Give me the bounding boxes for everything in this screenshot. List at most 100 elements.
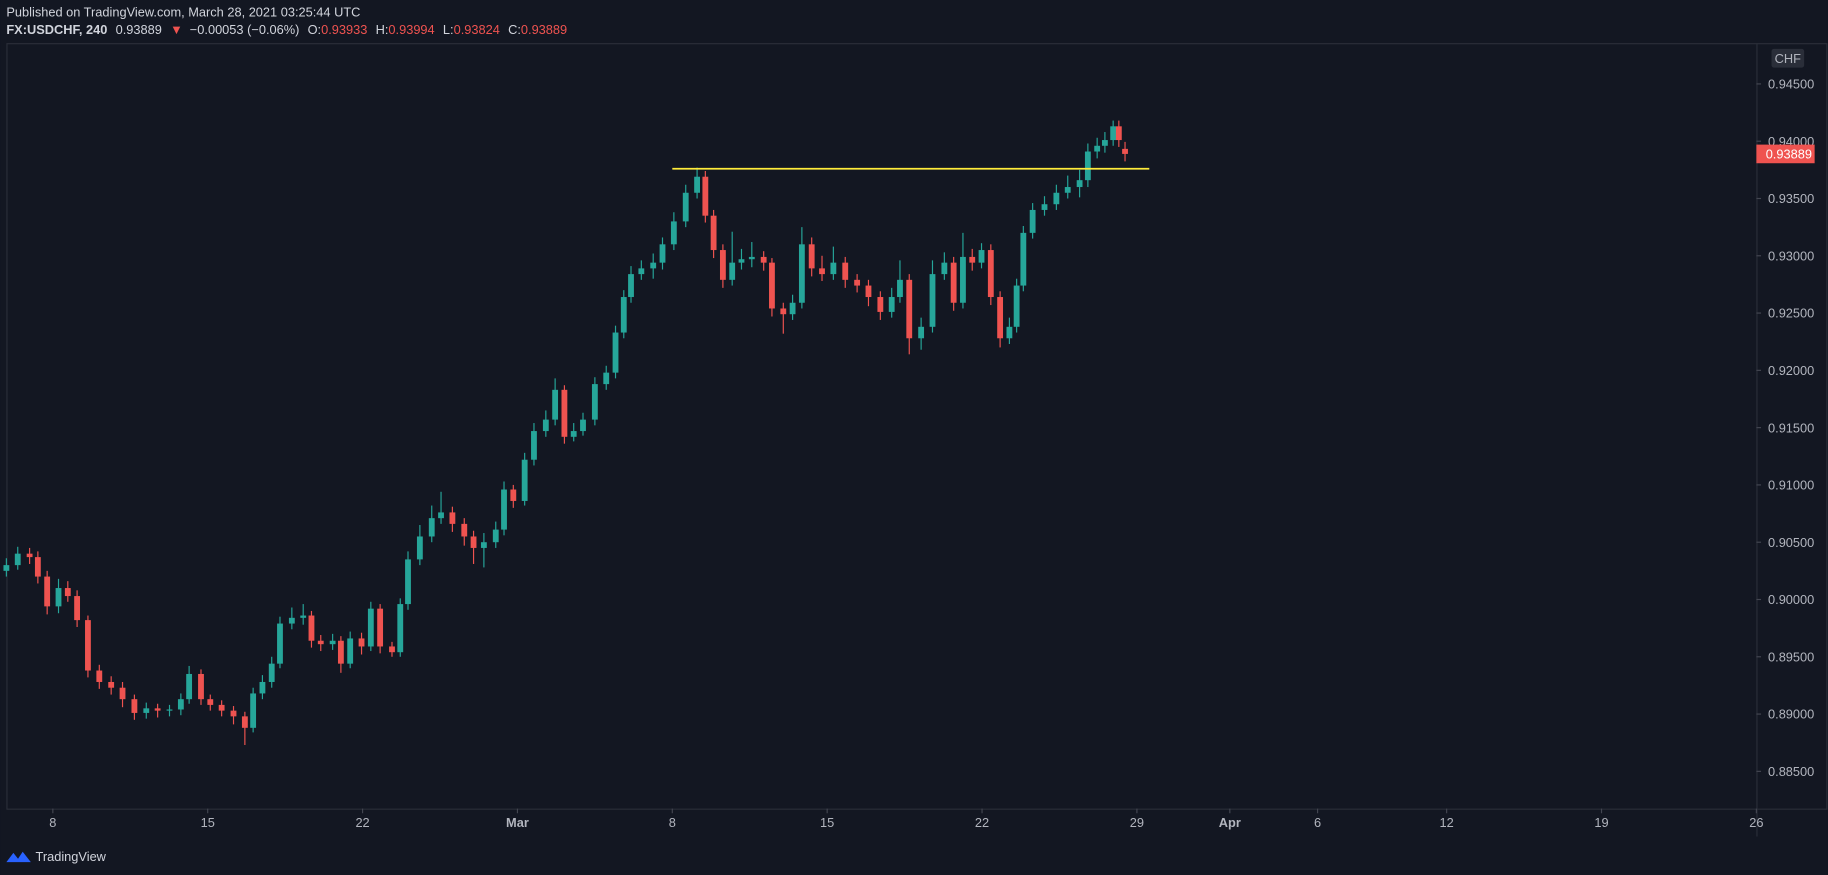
candle-body [1101,140,1108,146]
candle-body [729,262,736,280]
candle-body [44,576,51,607]
candle-body [638,268,645,275]
candle-body [670,221,677,245]
x-tick-label: 15 [820,815,834,830]
candle-body [64,588,71,597]
candle-body [561,389,568,437]
candle-body [377,608,384,647]
ohlc-value: 0.93889 [521,22,567,37]
x-tick-label: 15 [201,815,215,830]
candle-body [694,176,700,193]
change-arrow: ▼ [170,22,183,37]
brand-logo [6,851,31,863]
candle-body [620,297,627,333]
candle-body [1053,192,1060,205]
candle-body [628,274,634,298]
y-tick-label: 0.90500 [1768,535,1814,550]
brand: TradingView [36,849,107,864]
y-tick-label: 0.89500 [1768,649,1814,664]
candle-body [74,596,81,621]
candle-body [780,308,787,315]
candle-body [1006,326,1013,339]
candle-body [580,419,586,432]
candle-body [480,542,487,548]
candle-body [819,268,825,275]
candle-body [470,536,477,548]
candle-body [207,699,214,705]
candle-body [987,250,994,298]
candle-body [268,663,275,682]
candle-body [1084,151,1091,181]
y-tick-label: 0.93500 [1768,191,1814,206]
symbol: FX:USDCHF, 240 [6,22,107,37]
candle-body [405,559,411,605]
x-tick-label: 12 [1440,815,1454,830]
candle-body [143,708,150,713]
candle-body [877,297,884,312]
candle-body [531,431,537,460]
candle-body [397,604,404,653]
candle-body [177,699,184,710]
candle-body [241,716,248,728]
ohlc-value: 0.93994 [388,22,434,37]
candle-body [367,608,374,647]
candle-body [34,557,41,577]
candle-body [702,176,709,216]
candle-body [198,673,204,700]
candle-body [591,384,598,420]
candle-body [26,553,33,558]
candle-body [337,640,344,664]
candle-body [710,215,717,251]
candle-body [918,326,925,339]
candle-body [1029,209,1036,233]
candle-body [789,302,796,315]
candle-body [1076,180,1083,188]
candle-body [760,256,767,263]
candle-body [1041,204,1048,210]
candle-body [798,244,805,303]
y-tick-label: 0.92500 [1768,306,1814,321]
candle-body [521,459,528,501]
x-tick-label: 8 [49,815,56,830]
candle-body [960,256,966,303]
candle-body [218,704,225,711]
candle-body [259,681,266,694]
candle-body [85,620,91,671]
candle-body [897,279,903,298]
candle-body [55,588,62,607]
candle-body [438,512,444,519]
candle-body [1122,148,1128,154]
candle-body [769,262,775,309]
candle-body [842,262,849,280]
candle-body [288,617,295,624]
candle-body [978,250,985,263]
candle-body [300,615,307,618]
y-tick-label: 0.90000 [1768,592,1814,607]
last-price: 0.93889 [116,22,162,37]
x-tick-label: 22 [355,815,369,830]
x-tick-label: 6 [1314,815,1321,830]
candle-body [682,192,689,222]
candle-body [389,646,395,653]
x-tick-label: 26 [1749,815,1763,830]
candle-body [510,489,517,501]
candle-body [347,638,354,664]
candle-body [492,529,499,543]
candle-body [186,673,193,700]
candle-body [230,710,237,717]
candle-body [865,285,872,298]
candle-body [358,638,365,647]
last-price-marker [1756,144,1815,164]
currency-box [1771,48,1805,68]
candle-body [542,419,549,432]
y-tick-label: 0.91500 [1768,420,1814,435]
candle-body [14,553,21,566]
candle-body [108,681,115,688]
candle-body [449,512,456,524]
candle-body [1013,285,1020,327]
ohlc-label: H: [376,22,389,37]
candle-body [154,708,161,711]
ohlc-value: 0.93933 [321,22,367,37]
y-tick-label: 0.89000 [1768,707,1814,722]
